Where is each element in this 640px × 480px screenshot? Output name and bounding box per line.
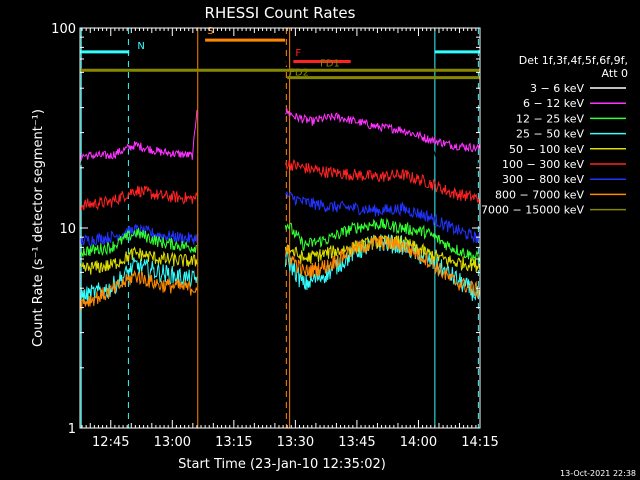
series-line-1: [80, 108, 480, 161]
legend-entry-label-0: 3 − 6 keV: [530, 82, 584, 95]
series-line-6: [80, 234, 480, 275]
flag-label-5: FD2: [289, 67, 309, 78]
series-line-0: [80, 58, 480, 172]
x-tick-label-2: 13:15: [215, 435, 252, 450]
chart-title: RHESSI Count Rates: [205, 4, 356, 22]
legend-entry-label-1: 6 − 12 keV: [523, 97, 584, 110]
series-group: [80, 28, 480, 428]
legend-entry-label-2: 12 − 25 keV: [516, 112, 584, 125]
legend-entry-label-7: 800 − 7000 keV: [495, 188, 584, 201]
flag-label-2: S: [207, 26, 213, 37]
x-tick-label-1: 13:00: [154, 435, 191, 450]
series-line-2: [80, 158, 480, 211]
legend-entry-label-5: 100 − 300 keV: [502, 158, 584, 171]
flag-label-1: N: [137, 41, 144, 52]
x-axis-label: Start Time (23-Jan-10 12:35:02): [178, 457, 386, 472]
legend-entry-label-6: 300 − 800 keV: [502, 173, 584, 186]
legend-entry-label-4: 50 − 100 keV: [509, 143, 584, 156]
axes: 12:45 13:00 13:15 13:30 13:45 14:00 14:15 1 10 10…: [51, 22, 499, 450]
flag-label-4: FD1: [320, 59, 340, 70]
legend-entry-label-3: 25 − 50 keV: [516, 128, 584, 141]
generation-timestamp: 13-Oct-2021 22:38: [560, 469, 636, 478]
x-tick-label-0: 12:45: [92, 435, 129, 450]
y-axis-label: Count Rate (s⁻¹ detector segment⁻¹): [31, 109, 46, 347]
x-tick-label-3: 13:30: [277, 435, 314, 450]
flag-label-3: F: [295, 48, 301, 59]
x-tick-label-6: 14:15: [461, 435, 498, 450]
y-tick-label-0: 1: [68, 422, 76, 437]
legend-header-0: Det 1f,3f,4f,5f,6f,9f,: [519, 54, 628, 67]
y-tick-label-2: 100: [51, 22, 76, 37]
y-tick-label-1: 10: [59, 222, 76, 237]
legend: Det 1f,3f,4f,5f,6f,9f,Att 0 3 − 6 keV 6 − …: [481, 54, 628, 217]
x-tick-label-4: 13:45: [338, 435, 375, 450]
plot-area: N S F FD1 FD2: [80, 26, 480, 428]
series-line-4: [80, 217, 480, 263]
legend-header-1: Att 0: [602, 67, 628, 80]
x-tick-label-5: 14:00: [400, 435, 437, 450]
legend-entry-label-8: 7000 − 15000 keV: [481, 204, 584, 217]
series-line-7: [80, 234, 480, 311]
